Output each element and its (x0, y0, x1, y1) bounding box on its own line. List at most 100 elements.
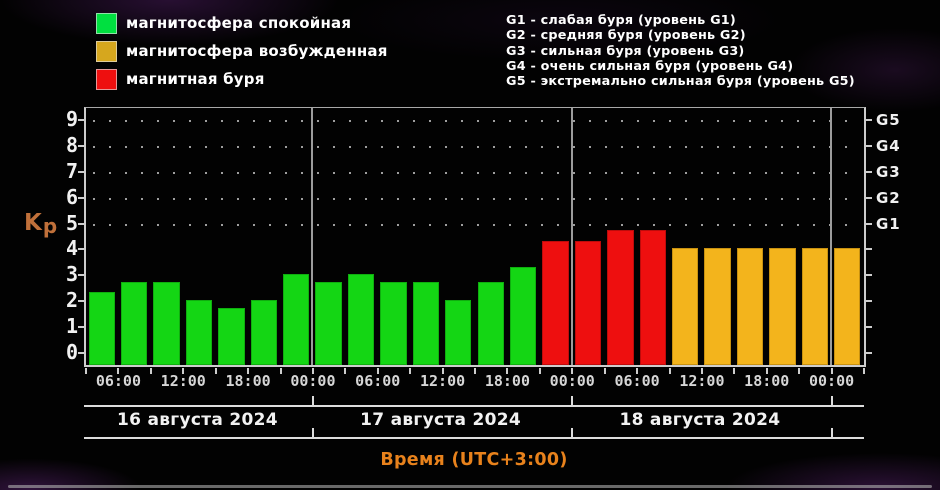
storm-color-swatch-icon (96, 68, 117, 90)
legend-item-quiet: магнитосфера спокойная (96, 12, 388, 34)
y-axis-tick-label: 7 (65, 158, 78, 183)
date-band-separator (830, 396, 833, 405)
date-band-top-line (84, 405, 864, 407)
date-band-separator (311, 396, 314, 405)
x-axis-tick (344, 368, 347, 374)
kp-bar (153, 282, 180, 365)
y-axis-tick-left (78, 248, 84, 251)
x-axis-tick (798, 368, 801, 374)
kp-bar (736, 248, 764, 365)
time-tick-label: 06:00 (355, 372, 401, 390)
date-label-day2: 17 августа 2024 (360, 410, 522, 430)
y-axis-tick-right (866, 300, 872, 303)
g-level-description-3: G3 - сильная буря (уровень G3) (506, 43, 745, 59)
kp-bar (412, 282, 440, 365)
x-axis-tick (474, 368, 476, 374)
time-tick-label: 00:00 (809, 372, 855, 390)
g-level-description-2: G2 - средняя буря (уровень G2) (506, 28, 746, 44)
g-scale-label-g4: G4 (876, 136, 901, 155)
day-separator-line (830, 108, 833, 365)
x-axis-tick (603, 368, 606, 374)
bottom-strip (8, 485, 932, 488)
legend-item-label: магнитосфера спокойная (126, 14, 352, 32)
x-axis-tick (668, 368, 671, 374)
date-label-day3: 18 августа 2024 (619, 410, 781, 430)
legend-item-excited: магнитосфера возбужденная (96, 40, 388, 62)
legend-item-label: магнитная буря (126, 70, 265, 88)
date-band-separator (571, 428, 574, 437)
time-tick-label: 18:00 (744, 372, 790, 390)
y-axis-tick-left (78, 170, 84, 173)
x-axis-tick (700, 368, 703, 374)
kp-bar (88, 292, 115, 365)
g-level-description-5: G5 - экстремально сильная буря (уровень … (506, 74, 855, 90)
y-axis-tick-left (78, 352, 84, 354)
y-axis-tick-right (866, 248, 872, 251)
kp-bar (574, 240, 602, 365)
x-axis-tick (149, 368, 152, 374)
kp-bar (283, 274, 310, 365)
y-axis-tick-label: 9 (65, 106, 78, 131)
x-axis-tick (636, 368, 639, 374)
y-axis-tick-label: 0 (65, 340, 78, 364)
g-scale-label-g1: G1 (876, 214, 901, 233)
gridline-kp9 (93, 119, 859, 122)
date-label-day1: 16 августа 2024 (117, 410, 278, 430)
time-tick-label: 18:00 (484, 372, 530, 390)
y-axis-tick-right (866, 274, 872, 277)
time-tick-label: 12:00 (160, 372, 206, 390)
y-axis-tick-left (78, 144, 84, 147)
gridline-kp6 (93, 197, 859, 200)
kp-bar (477, 282, 504, 365)
kp-bar (120, 282, 148, 365)
kp-bar (801, 248, 829, 365)
legend-item-storm: магнитная буря (96, 68, 388, 90)
time-tick-label: 00:00 (549, 372, 595, 390)
g-level-description-4: G4 - очень сильная буря (уровень G4) (506, 58, 794, 74)
excited-color-swatch-icon (96, 40, 117, 62)
y-axis-tick-left (78, 222, 84, 225)
date-band-separator (571, 396, 574, 405)
x-axis-tick (538, 368, 541, 374)
y-axis-tick-right (866, 326, 872, 329)
x-axis-tick (247, 368, 250, 374)
kp-label-main: K (24, 210, 42, 236)
y-axis-tick-left (78, 118, 84, 121)
x-axis-tick (214, 368, 217, 374)
y-axis-tick-right (866, 352, 872, 354)
x-axis-tick (182, 368, 185, 374)
time-tick-label: 06:00 (614, 372, 660, 390)
gridline-kp7 (93, 171, 859, 174)
x-axis-tick (117, 368, 120, 374)
x-axis-tick (733, 368, 736, 374)
legend-g-levels: G1 - слабая буря (уровень G1) G2 - средня… (506, 13, 855, 89)
y-axis-tick-left (78, 274, 84, 277)
time-tick-label: 12:00 (420, 372, 466, 390)
x-axis-tick (765, 368, 768, 374)
y-axis-tick-left (78, 326, 84, 329)
kp-bar (639, 230, 666, 365)
x-axis-tick (279, 368, 282, 374)
g-level-description-1: G1 - слабая буря (уровень G1) (506, 13, 736, 28)
day-separator-line (311, 108, 314, 365)
y-axis-tick-label: 4 (65, 236, 78, 261)
y-axis-tick-label: 3 (65, 262, 78, 287)
y-axis-tick-right (866, 170, 872, 173)
g-scale-label-g3: G3 (876, 162, 901, 181)
kp-bar (607, 230, 634, 365)
kp-label-sub: p (42, 214, 58, 238)
x-axis-tick (376, 368, 379, 374)
legend-magnetosphere: магнитосфера спокойная магнитосфера возбу… (96, 12, 388, 96)
y-axis-tick-label: 2 (65, 288, 78, 313)
g-scale-label-g5: G5 (876, 110, 901, 129)
kp-bar (380, 282, 407, 365)
y-axis-tick-right (866, 196, 872, 199)
kp-bar (672, 248, 699, 365)
x-axis-tick (830, 368, 833, 374)
gridline-kp5 (93, 223, 859, 226)
g-scale-label-g2: G2 (876, 188, 901, 207)
kp-bar (769, 248, 796, 365)
date-band-bottom-line (84, 437, 864, 439)
y-axis-tick-right (866, 118, 872, 121)
